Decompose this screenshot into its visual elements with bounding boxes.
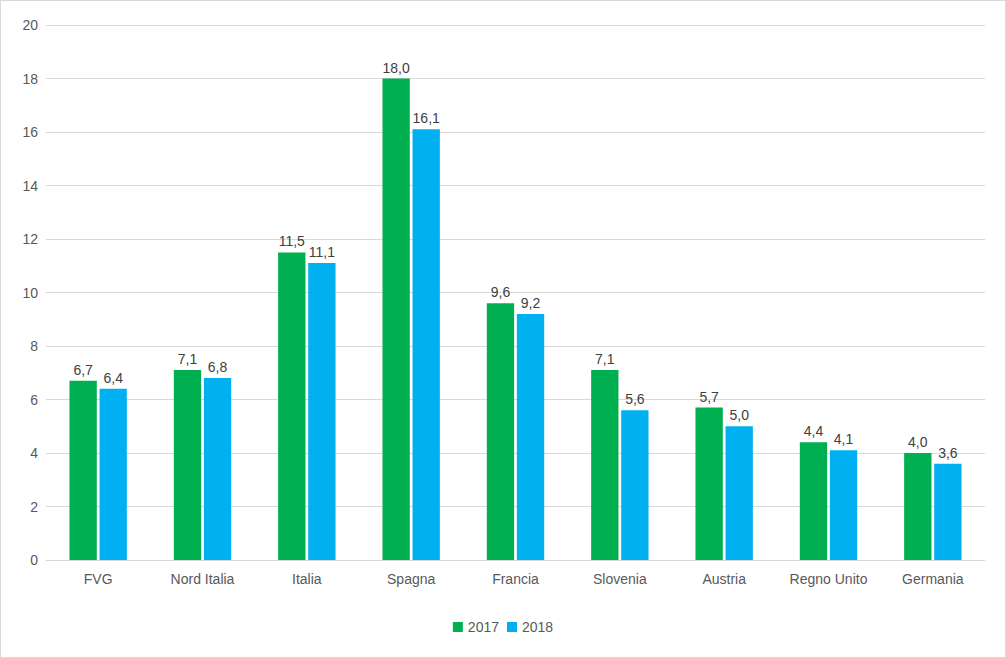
svg-text:Spagna: Spagna (387, 571, 435, 587)
svg-text:10: 10 (22, 285, 38, 301)
svg-text:Francia: Francia (492, 571, 539, 587)
svg-text:7,1: 7,1 (595, 351, 615, 367)
svg-text:FVG: FVG (84, 571, 113, 587)
svg-text:Regno Unito: Regno Unito (790, 571, 868, 587)
svg-text:6,8: 6,8 (208, 359, 228, 375)
svg-text:12: 12 (22, 231, 38, 247)
svg-text:3,6: 3,6 (938, 445, 958, 461)
svg-text:9,2: 9,2 (521, 295, 541, 311)
svg-text:2017: 2017 (468, 619, 499, 635)
svg-text:2018: 2018 (522, 619, 553, 635)
svg-text:0: 0 (30, 552, 38, 568)
svg-text:20: 20 (22, 17, 38, 33)
svg-text:18: 18 (22, 71, 38, 87)
svg-text:Germania: Germania (902, 571, 964, 587)
svg-text:5,7: 5,7 (699, 389, 719, 405)
svg-text:6: 6 (30, 392, 38, 408)
svg-text:5,0: 5,0 (729, 407, 749, 423)
svg-text:5,6: 5,6 (625, 391, 645, 407)
svg-text:Slovenia: Slovenia (593, 571, 647, 587)
svg-text:6,4: 6,4 (103, 370, 123, 386)
svg-text:16: 16 (22, 124, 38, 140)
svg-text:14: 14 (22, 178, 38, 194)
svg-text:4,0: 4,0 (908, 434, 928, 450)
svg-text:8: 8 (30, 338, 38, 354)
svg-text:11,5: 11,5 (279, 233, 305, 249)
svg-text:2: 2 (30, 499, 38, 515)
svg-text:16,1: 16,1 (413, 110, 440, 126)
svg-text:Austria: Austria (702, 571, 746, 587)
svg-text:18,0: 18,0 (383, 60, 410, 76)
svg-text:9,6: 9,6 (491, 284, 511, 300)
svg-text:4,4: 4,4 (804, 423, 824, 439)
svg-text:4,1: 4,1 (834, 431, 854, 447)
svg-text:4: 4 (30, 445, 38, 461)
svg-text:7,1: 7,1 (178, 351, 198, 367)
svg-text:Nord Italia: Nord Italia (171, 571, 235, 587)
svg-text:11,1: 11,1 (309, 244, 335, 260)
svg-text:6,7: 6,7 (73, 362, 93, 378)
svg-text:Italia: Italia (292, 571, 322, 587)
